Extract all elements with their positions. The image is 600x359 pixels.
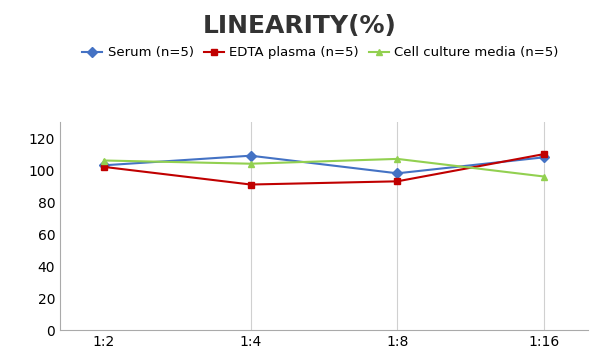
- Line: Serum (n=5): Serum (n=5): [101, 152, 547, 177]
- Cell culture media (n=5): [100, 158, 107, 163]
- Serum (n=5): [100, 163, 107, 167]
- EDTA plasma (n=5): [247, 182, 254, 187]
- Serum (n=5): [247, 154, 254, 158]
- EDTA plasma (n=5): [100, 165, 107, 169]
- EDTA plasma (n=5): [541, 152, 548, 156]
- Text: LINEARITY(%): LINEARITY(%): [203, 14, 397, 38]
- Legend: Serum (n=5), EDTA plasma (n=5), Cell culture media (n=5): Serum (n=5), EDTA plasma (n=5), Cell cul…: [77, 41, 564, 65]
- Line: Cell culture media (n=5): Cell culture media (n=5): [101, 155, 547, 180]
- Serum (n=5): [541, 155, 548, 159]
- Cell culture media (n=5): [541, 174, 548, 179]
- Cell culture media (n=5): [394, 157, 401, 161]
- EDTA plasma (n=5): [394, 179, 401, 183]
- Serum (n=5): [394, 171, 401, 176]
- Line: EDTA plasma (n=5): EDTA plasma (n=5): [101, 151, 547, 188]
- Cell culture media (n=5): [247, 162, 254, 166]
